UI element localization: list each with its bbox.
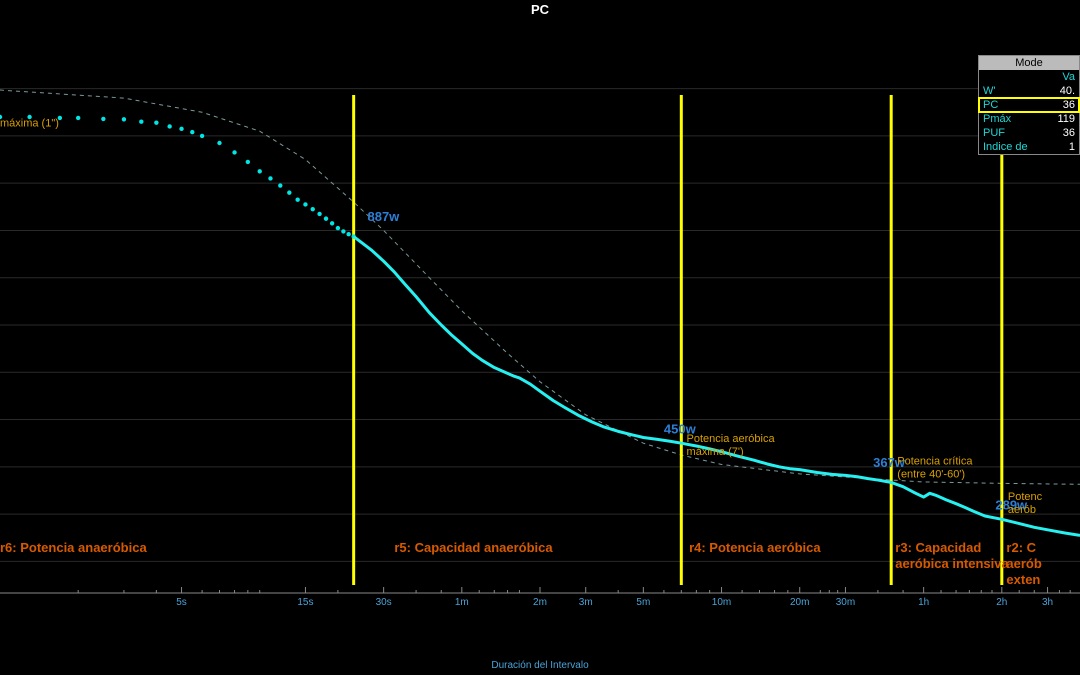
svg-text:r2: C: r2: C <box>1006 540 1036 555</box>
svg-text:r5: Capacidad anaeróbica: r5: Capacidad anaeróbica <box>394 540 553 555</box>
svg-text:exten: exten <box>1006 572 1040 587</box>
svg-text:2h: 2h <box>996 597 1007 608</box>
svg-text:30s: 30s <box>376 597 392 608</box>
svg-text:Potencia aeróbica: Potencia aeróbica <box>687 433 776 445</box>
svg-text:1m: 1m <box>455 597 469 608</box>
chart-title: PC <box>0 2 1080 17</box>
svg-text:3m: 3m <box>579 597 593 608</box>
svg-text:Potencia crítica: Potencia crítica <box>897 455 973 467</box>
svg-text:887w: 887w <box>367 209 400 224</box>
svg-text:20m: 20m <box>790 597 809 608</box>
svg-text:r3: Capacidad: r3: Capacidad <box>895 540 981 555</box>
svg-text:aeróbica intensiva: aeróbica intensiva <box>895 556 1009 571</box>
svg-text:1h: 1h <box>918 597 929 608</box>
svg-text:30m: 30m <box>836 597 855 608</box>
svg-text:máxima (7'): máxima (7') <box>687 446 744 458</box>
svg-text:máxima (1"): máxima (1") <box>0 117 59 129</box>
power-curve-plot: 5s15s30s1m2m3m5m10m20m30m1h2h3h887w450w3… <box>0 25 1080 625</box>
model-table: Mode Va W'40.PC36Pmáx119PUF36Indice de1 <box>978 55 1080 155</box>
svg-text:3h: 3h <box>1042 597 1053 608</box>
svg-text:10m: 10m <box>712 597 731 608</box>
svg-text:aerób: aerób <box>1008 504 1036 516</box>
model-table-row: Pmáx119 <box>979 112 1079 126</box>
svg-text:2m: 2m <box>533 597 547 608</box>
model-table-header: Mode <box>979 56 1079 70</box>
svg-text:r6: Potencia anaeróbica: r6: Potencia anaeróbica <box>0 540 147 555</box>
svg-text:aerób: aerób <box>1006 556 1041 571</box>
model-table-col-header: Va <box>979 70 1079 84</box>
model-table-row: Indice de1 <box>979 140 1079 154</box>
svg-text:r4: Potencia aeróbica: r4: Potencia aeróbica <box>689 540 821 555</box>
svg-text:Potenc: Potenc <box>1008 491 1043 503</box>
x-axis-label: Duración del Intervalo <box>0 660 1080 671</box>
svg-text:15s: 15s <box>297 597 313 608</box>
model-table-row: PUF36 <box>979 126 1079 140</box>
model-table-row: PC36 <box>979 98 1079 112</box>
svg-text:(entre 40'-60'): (entre 40'-60') <box>897 468 965 480</box>
svg-text:5m: 5m <box>636 597 650 608</box>
model-table-row: W'40. <box>979 84 1079 98</box>
svg-text:5s: 5s <box>176 597 187 608</box>
